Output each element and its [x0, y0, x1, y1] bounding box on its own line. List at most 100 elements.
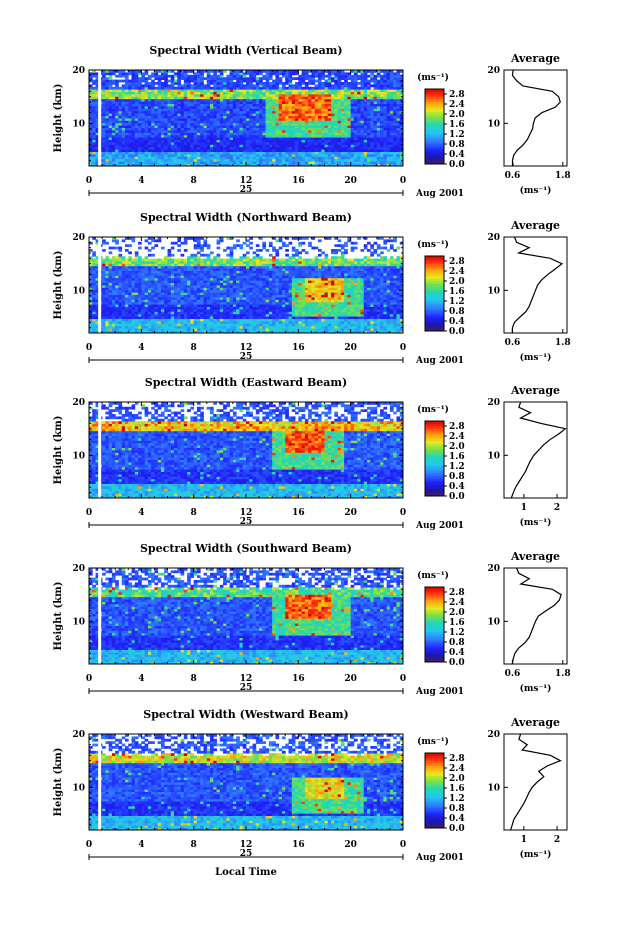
heatmap-cell — [134, 258, 139, 262]
heatmap-cell — [353, 154, 358, 157]
heatmap-cell — [370, 149, 374, 152]
heatmap-cell — [95, 275, 100, 279]
heatmap-cell — [216, 70, 221, 73]
heatmap-cell — [147, 94, 152, 97]
heatmap-cell — [344, 115, 348, 119]
heatmap-cell — [102, 86, 106, 90]
heatmap-cell — [177, 268, 181, 271]
heatmap-cell — [373, 130, 378, 133]
heatmap-cell — [174, 297, 178, 300]
heatmap-cell — [105, 146, 110, 150]
heatmap-cell — [92, 106, 96, 109]
heatmap-cell — [285, 110, 289, 114]
heatmap-cell — [272, 113, 276, 116]
heatmap-cell — [147, 287, 152, 291]
heatmap-cell — [187, 84, 191, 88]
heatmap-cell — [115, 325, 119, 329]
heatmap-cell — [128, 263, 132, 267]
heatmap-cell — [111, 79, 116, 83]
heatmap-cell — [187, 263, 191, 267]
heatmap-cell — [281, 137, 286, 140]
colorbar-tick-label: 0.8 — [449, 140, 465, 150]
heatmap-cell — [138, 72, 142, 76]
heatmap-cell — [249, 77, 253, 80]
heatmap-cell — [111, 156, 116, 160]
heatmap-cell — [111, 330, 116, 334]
heatmap-cell — [141, 137, 145, 140]
heatmap-cell — [151, 299, 155, 303]
heatmap-cell — [268, 161, 273, 164]
heatmap-cell — [291, 108, 296, 112]
heatmap-cell — [380, 110, 384, 114]
heatmap-cell — [367, 156, 371, 160]
heatmap-cell — [190, 323, 195, 327]
heatmap-cell — [353, 137, 358, 140]
heatmap-cell — [259, 110, 263, 114]
heatmap-cell — [128, 316, 132, 319]
heatmap-cell — [265, 108, 270, 112]
heatmap-cell — [357, 144, 361, 148]
heatmap-cell — [102, 316, 106, 319]
heatmap-cell — [196, 154, 201, 157]
heatmap-cell — [281, 118, 286, 121]
heatmap-cell — [134, 256, 139, 259]
heatmap-cell — [92, 265, 96, 269]
heatmap-cell — [213, 108, 217, 112]
heatmap-cell — [183, 98, 188, 102]
heatmap-cell — [226, 101, 231, 104]
heatmap-cell — [177, 297, 181, 300]
heatmap-cell — [147, 151, 152, 155]
panel-title: Spectral Width (Vertical Beam) — [149, 44, 342, 57]
heatmap-cell — [337, 108, 342, 112]
heatmap-cell — [340, 103, 345, 107]
heatmap-cell — [118, 130, 123, 133]
heatmap-cell — [383, 103, 388, 107]
heatmap-cell — [138, 142, 142, 145]
heatmap-cell — [131, 118, 136, 121]
heatmap-cell — [183, 82, 188, 85]
heatmap-cell — [223, 118, 227, 121]
heatmap-cell — [308, 70, 312, 73]
heatmap-cell — [124, 289, 129, 293]
heatmap-cell — [193, 89, 198, 92]
heatmap-cell — [121, 156, 126, 160]
heatmap-cell — [360, 163, 365, 167]
heatmap-cell — [376, 134, 381, 138]
heatmap-cell — [105, 72, 110, 76]
heatmap-cell — [324, 163, 329, 167]
heatmap-cell — [174, 328, 178, 331]
heatmap-cell — [177, 91, 181, 95]
heatmap-cell — [340, 127, 345, 131]
heatmap-cell — [190, 156, 195, 160]
heatmap-cell — [262, 151, 267, 155]
heatmap-cell — [232, 86, 237, 90]
heatmap-cell — [360, 91, 365, 95]
heatmap-cell — [295, 139, 299, 143]
heatmap-cell — [131, 144, 136, 148]
heatmap-cell — [160, 313, 165, 317]
heatmap-cell — [353, 132, 358, 136]
heatmap-cell — [187, 98, 191, 102]
heatmap-cell — [324, 137, 329, 140]
heatmap-cell — [196, 82, 201, 85]
heatmap-cell — [200, 132, 204, 136]
heatmap-cell — [347, 149, 352, 152]
heatmap-cell — [92, 321, 96, 324]
heatmap-cell — [151, 139, 155, 143]
heatmap-cell — [272, 96, 276, 100]
heatmap-cell — [246, 118, 250, 121]
heatmap-cell — [295, 84, 299, 88]
heatmap-cell — [193, 120, 198, 124]
heatmap-cell — [298, 84, 302, 88]
heatmap-cell — [160, 285, 165, 288]
heatmap-cell — [89, 285, 93, 288]
heatmap-cell — [134, 74, 139, 78]
heatmap-cell — [190, 122, 195, 126]
heatmap-cell — [226, 115, 231, 119]
heatmap-cell — [242, 91, 247, 95]
heatmap-cell — [259, 142, 263, 145]
heatmap-cell — [252, 146, 257, 150]
heatmap-cell — [196, 156, 201, 160]
heatmap-cell — [89, 113, 93, 116]
heatmap-cell — [144, 258, 149, 262]
